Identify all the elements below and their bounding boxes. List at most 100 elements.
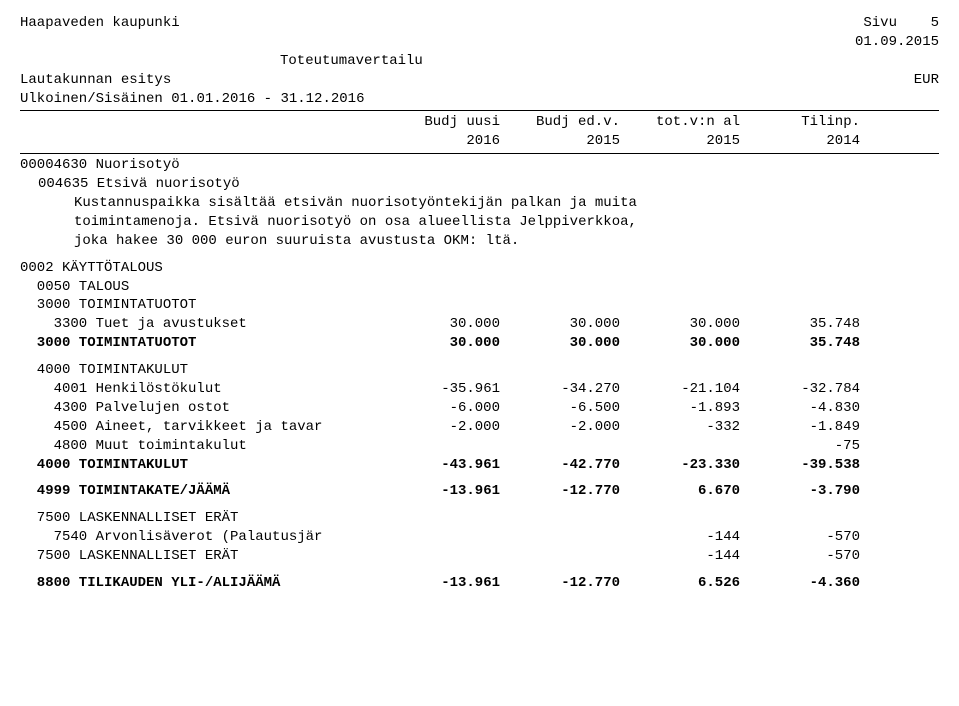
row-label: 4001 Henkilöstökulut [20, 380, 380, 399]
section-subcode: 004635 Etsivä nuorisotyö [20, 175, 939, 194]
table-row: 7500 LASKENNALLISET ERÄT -144-570 [20, 547, 939, 566]
row-value-1 [380, 437, 500, 456]
col2-top: Budj ed.v. [500, 113, 620, 132]
report-header: Haapaveden kaupunki Sivu 5 [20, 14, 939, 33]
table-row: 4800 Muut toimintakulut-75 [20, 437, 939, 456]
row-value-4: -4.830 [740, 399, 860, 418]
row-value-3 [620, 509, 740, 528]
row-value-3 [620, 437, 740, 456]
report-date: 01.09.2015 [855, 33, 939, 52]
row-value-4: -4.360 [740, 574, 860, 593]
row-value-2 [500, 278, 620, 297]
row-spacer [20, 501, 939, 509]
table-row: 7540 Arvonlisäverot (Palautusjär -144-570 [20, 528, 939, 547]
row-value-1: -43.961 [380, 456, 500, 475]
row-spacer [20, 566, 939, 574]
row-value-1 [380, 361, 500, 380]
row-value-2 [500, 528, 620, 547]
table-row: 7500 LASKENNALLISET ERÄT [20, 509, 939, 528]
row-value-3: 6.670 [620, 482, 740, 501]
row-spacer [20, 353, 939, 361]
row-value-2 [500, 361, 620, 380]
row-value-4: -3.790 [740, 482, 860, 501]
row-value-2: -2.000 [500, 418, 620, 437]
table-row: 4001 Henkilöstökulut-35.961-34.270-21.10… [20, 380, 939, 399]
row-value-1: -13.961 [380, 482, 500, 501]
row-value-4 [740, 361, 860, 380]
col3-top: tot.v:n al [620, 113, 740, 132]
row-value-2 [500, 509, 620, 528]
report-header-line2: 01.09.2015 [20, 33, 939, 52]
column-headers-row1: Budj uusi Budj ed.v. tot.v:n al Tilinp. [20, 113, 939, 132]
row-value-2: -12.770 [500, 482, 620, 501]
row-value-3: -144 [620, 547, 740, 566]
col4-bot: 2014 [740, 132, 860, 151]
org-name: Haapaveden kaupunki [20, 14, 863, 33]
section-para3: joka hakee 30 000 euron suuruista avustu… [20, 232, 774, 251]
row-label: 3000 TOIMINTATUOTOT [20, 334, 380, 353]
table-row: 4999 TOIMINTAKATE/JÄÄMÄ-13.961-12.7706.6… [20, 482, 939, 501]
row-value-4: -75 [740, 437, 860, 456]
row-value-4: 35.748 [740, 334, 860, 353]
row-spacer [20, 474, 939, 482]
row-value-4: -570 [740, 528, 860, 547]
row-value-1 [380, 259, 500, 278]
row-label: 7500 LASKENNALLISET ERÄT [20, 547, 380, 566]
row-label: 8800 TILIKAUDEN YLI-/ALIJÄÄMÄ [20, 574, 380, 593]
row-value-1: 30.000 [380, 334, 500, 353]
row-value-3 [620, 296, 740, 315]
section-para2: toimintamenoja. Etsivä nuorisotyö on osa… [20, 213, 774, 232]
col1-top: Budj uusi [380, 113, 500, 132]
row-value-2: 30.000 [500, 334, 620, 353]
row-value-3: -23.330 [620, 456, 740, 475]
row-value-1 [380, 528, 500, 547]
row-label: 4500 Aineet, tarvikkeet ja tavar [20, 418, 380, 437]
colhead-spacer2 [20, 132, 380, 151]
row-value-4: -32.784 [740, 380, 860, 399]
row-value-4: -1.849 [740, 418, 860, 437]
row-label: 0002 KÄYTTÖTALOUS [20, 259, 380, 278]
report-subtitle-row: Lautakunnan esitys EUR [20, 71, 939, 90]
row-value-1 [380, 547, 500, 566]
row-value-2: -34.270 [500, 380, 620, 399]
row-value-4 [740, 278, 860, 297]
row-value-1 [380, 509, 500, 528]
section-code: 00004630 Nuorisotyö [20, 156, 939, 175]
row-value-1: -2.000 [380, 418, 500, 437]
table-row: 4500 Aineet, tarvikkeet ja tavar-2.000-2… [20, 418, 939, 437]
table-row: 3300 Tuet ja avustukset30.00030.00030.00… [20, 315, 939, 334]
row-value-3: -1.893 [620, 399, 740, 418]
subtitle-left: Lautakunnan esitys [20, 71, 171, 90]
row-value-3: 30.000 [620, 334, 740, 353]
row-value-2: -12.770 [500, 574, 620, 593]
row-value-1: -13.961 [380, 574, 500, 593]
row-label: 4000 TOIMINTAKULUT [20, 456, 380, 475]
page-info: Sivu 5 [863, 14, 939, 33]
row-value-2 [500, 547, 620, 566]
rule-top [20, 110, 939, 111]
row-value-4: -570 [740, 547, 860, 566]
rule-mid [20, 153, 939, 154]
rows-container: 0002 KÄYTTÖTALOUS 0050 TALOUS 3000 TOIMI… [20, 259, 939, 593]
subtitle-right: EUR [914, 71, 939, 90]
table-row: 4300 Palvelujen ostot-6.000-6.500-1.893-… [20, 399, 939, 418]
row-value-2: -42.770 [500, 456, 620, 475]
row-label: 7540 Arvonlisäverot (Palautusjär [20, 528, 380, 547]
row-label: 4000 TOIMINTAKULUT [20, 361, 380, 380]
colhead-spacer [20, 113, 380, 132]
row-value-4: 35.748 [740, 315, 860, 334]
row-label: 3000 TOIMINTATUOTOT [20, 296, 380, 315]
blank [20, 33, 855, 52]
row-value-1: -35.961 [380, 380, 500, 399]
row-value-2 [500, 259, 620, 278]
row-value-3: -144 [620, 528, 740, 547]
table-row: 8800 TILIKAUDEN YLI-/ALIJÄÄMÄ-13.961-12.… [20, 574, 939, 593]
row-label: 7500 LASKENNALLISET ERÄT [20, 509, 380, 528]
filter-label: Ulkoinen/Sisäinen [20, 91, 163, 107]
table-row: 3000 TOIMINTATUOTOT30.00030.00030.00035.… [20, 334, 939, 353]
row-value-4 [740, 296, 860, 315]
row-value-4 [740, 259, 860, 278]
row-label: 3300 Tuet ja avustukset [20, 315, 380, 334]
row-value-3: 6.526 [620, 574, 740, 593]
table-row: 4000 TOIMINTAKULUT-43.961-42.770-23.330-… [20, 456, 939, 475]
